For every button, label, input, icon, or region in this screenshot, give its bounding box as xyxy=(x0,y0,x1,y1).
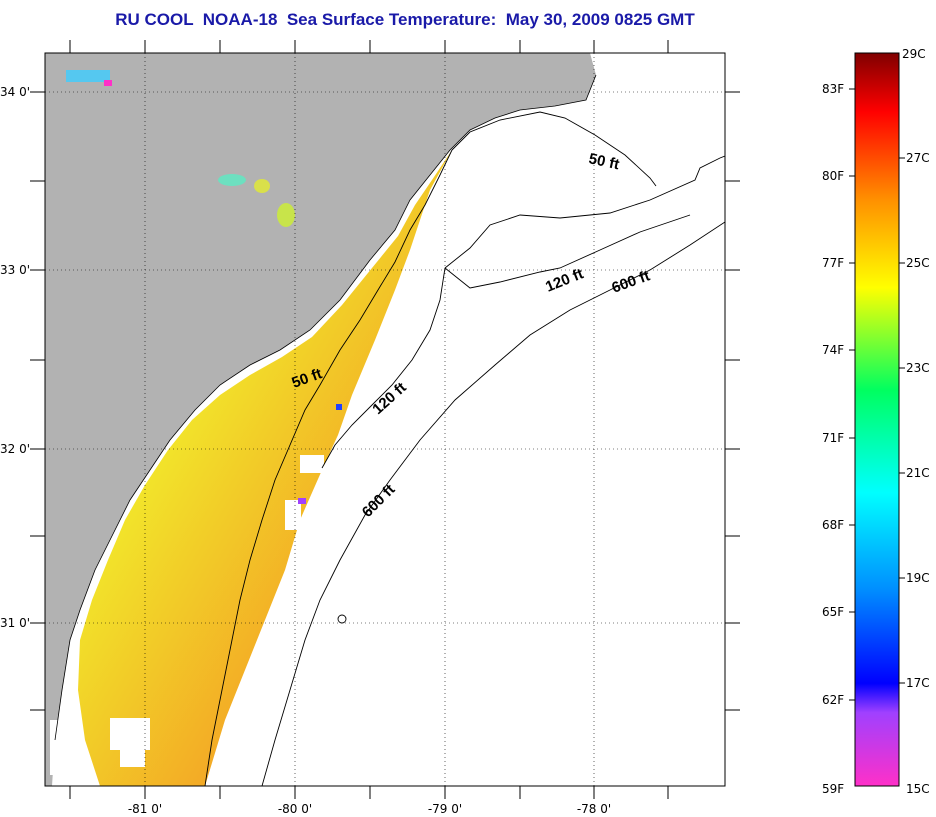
colorbar-c-label: 27C xyxy=(906,151,930,165)
no-data-patch xyxy=(285,500,301,530)
contour-label-50ft: 50 ft xyxy=(587,150,621,173)
lon-tick-label: -78 0' xyxy=(577,802,611,816)
lat-tick-label: 32 0' xyxy=(0,442,30,456)
colorbar-c-label: 29C xyxy=(902,47,926,61)
map-border xyxy=(44,52,726,787)
no-data-patch xyxy=(110,718,150,750)
lat-tick-label: 34 0' xyxy=(0,85,30,99)
colorbar-c-label: 23C xyxy=(906,361,930,375)
sst-data-band xyxy=(78,150,452,786)
temperature-colorbar xyxy=(854,52,900,787)
lon-tick-label: -80 0' xyxy=(278,802,312,816)
inland-sst-patch xyxy=(104,80,112,86)
inland-sst-patch xyxy=(254,179,270,193)
colorbar-f-label: 83F xyxy=(822,82,844,96)
cold-pixel xyxy=(336,404,342,410)
inland-sst-patch xyxy=(218,174,246,186)
colorbar-f-label: 59F xyxy=(822,782,844,796)
colorbar-f-label: 71F xyxy=(822,431,844,445)
lat-tick-label: 33 0' xyxy=(0,263,30,277)
contour-600ft xyxy=(261,221,725,786)
colorbar-c-label: 25C xyxy=(906,256,930,270)
no-data-patch xyxy=(50,720,60,775)
colorbar-f-label: 74F xyxy=(822,343,844,357)
lat-lon-grid xyxy=(45,53,725,786)
colorbar-f-label: 80F xyxy=(822,169,844,183)
map-title: RU COOL NOAA-18 Sea Surface Temperature:… xyxy=(115,10,695,29)
lon-tick-label: -81 0' xyxy=(128,802,162,816)
no-data-patch xyxy=(300,455,324,473)
colorbar-ticks xyxy=(849,88,905,701)
lat-tick-label: 31 0' xyxy=(0,616,30,630)
colorbar-c-label: 17C xyxy=(906,676,930,690)
colorbar-c-label: 15C xyxy=(906,782,930,796)
colorbar-f-label: 62F xyxy=(822,693,844,707)
colorbar-c-label: 21C xyxy=(906,466,930,480)
no-data-patch xyxy=(120,745,145,767)
lon-tick-label: -79 0' xyxy=(428,802,462,816)
coastline xyxy=(54,74,597,741)
axis-ticks xyxy=(30,40,740,799)
inland-sst-patch xyxy=(66,70,110,82)
cold-pixel xyxy=(298,498,306,504)
contour-50ft xyxy=(204,111,657,786)
land-area xyxy=(45,53,596,786)
inland-sst-patch xyxy=(277,203,295,227)
colorbar-f-label: 68F xyxy=(822,518,844,532)
colorbar-f-label: 65F xyxy=(822,605,844,619)
colorbar-f-label: 77F xyxy=(822,256,844,270)
colorbar-c-label: 19C xyxy=(906,571,930,585)
